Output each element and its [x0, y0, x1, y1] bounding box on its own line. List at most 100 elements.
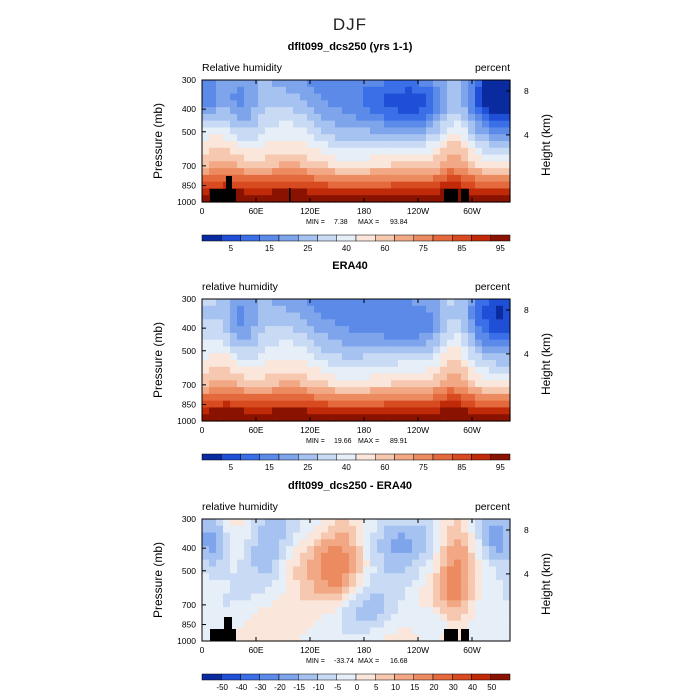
max-label: MAX =: [358, 219, 379, 226]
heatmap-cell: [482, 346, 490, 354]
heatmap-cell: [244, 387, 252, 395]
heatmap-cell: [209, 607, 217, 615]
heatmap-cell: [363, 93, 371, 101]
heatmap-cell: [412, 86, 420, 95]
heatmap-cell: [279, 299, 287, 307]
heatmap-cell: [363, 613, 371, 622]
heatmap-cell: [398, 154, 406, 162]
heatmap-cell: [272, 346, 280, 354]
heatmap-cell: [384, 174, 392, 183]
heatmap-cell: [314, 100, 322, 108]
heatmap-cell: [307, 168, 315, 176]
heatmap-cell: [314, 80, 322, 88]
heatmap-cell: [440, 299, 448, 307]
heatmap-cell: [349, 113, 357, 122]
heatmap-cell: [342, 519, 350, 527]
heatmap-cell: [279, 127, 287, 135]
heatmap-cell: [447, 100, 455, 108]
heatmap-cell: [503, 586, 511, 595]
heatmap-cell: [363, 299, 371, 307]
heatmap-cell: [440, 400, 448, 409]
heatmap-cell: [300, 174, 308, 183]
heatmap-cell: [335, 188, 343, 196]
heatmap-cell: [307, 519, 315, 527]
heatmap-cell: [237, 80, 245, 88]
heatmap-cell: [377, 127, 385, 135]
heatmap-cell: [300, 107, 308, 115]
y-tick-label: 850: [182, 400, 196, 410]
heatmap-cells: [202, 519, 511, 642]
heatmap-cell: [216, 566, 224, 574]
y-tick-label: 700: [182, 161, 196, 171]
heatmap-cell: [216, 539, 224, 547]
heatmap-cell: [272, 620, 280, 629]
heatmap-cell: [363, 360, 371, 368]
heatmap-cell: [202, 552, 210, 561]
heatmap-cell: [223, 586, 231, 595]
heatmap-cell: [293, 593, 301, 601]
heatmap-cell: [384, 566, 392, 574]
heatmap-cell: [426, 366, 434, 375]
heatmap-cell: [265, 319, 273, 327]
heatmap-cell: [230, 353, 238, 361]
heatmap-cell: [251, 373, 259, 381]
heatmap-cell: [237, 161, 245, 169]
heatmap-cell: [293, 613, 301, 622]
heatmap-cell: [349, 161, 357, 169]
heatmap-cell: [349, 80, 357, 88]
heatmap-cell: [223, 113, 231, 122]
heatmap-cell: [321, 154, 329, 162]
heatmap-cell: [342, 86, 350, 95]
variable-label: relative humidity: [202, 281, 279, 293]
heatmap-cell: [307, 539, 315, 547]
heatmap-cell: [356, 600, 364, 608]
heatmap-cell: [300, 407, 308, 415]
heatmap-cell: [314, 580, 322, 588]
heatmap-cell: [230, 407, 238, 415]
heatmap-cell: [398, 181, 406, 190]
heatmap-cell: [342, 346, 350, 354]
heatmap-cell: [230, 546, 238, 554]
heatmap-cell: [272, 80, 280, 88]
heatmap-cell: [377, 120, 385, 129]
heatmap-cell: [230, 360, 238, 368]
heatmap-cell: [454, 552, 462, 561]
heatmap-cell: [258, 353, 266, 361]
heatmap-cell: [433, 319, 441, 327]
heatmap-cell: [328, 100, 336, 108]
heatmap-cell: [223, 559, 231, 568]
heatmap-cell: [363, 174, 371, 183]
heatmap-cell: [482, 627, 490, 635]
heatmap-cell: [216, 93, 224, 101]
heatmap-cell: [377, 613, 385, 622]
heatmap-cell: [426, 147, 434, 156]
heatmap-cell: [258, 519, 266, 527]
heatmap-cell: [405, 188, 413, 196]
heatmap-cell: [223, 168, 231, 176]
heatmap-cell: [202, 319, 210, 327]
heatmap-cell: [454, 326, 462, 334]
heatmap-cell: [482, 188, 490, 196]
heatmap-cell: [328, 566, 336, 574]
heatmap-cell: [286, 380, 294, 388]
heatmap-cell: [335, 539, 343, 547]
heatmap-cell: [370, 414, 378, 422]
heatmap-cell: [202, 195, 210, 203]
heatmap-cell: [454, 93, 462, 101]
heatmap-cell: [475, 134, 483, 142]
heatmap-cell: [363, 107, 371, 115]
heatmap-cell: [433, 326, 441, 334]
heatmap-cell: [419, 525, 427, 534]
heatmap-cell: [454, 305, 462, 314]
heatmap-cell: [440, 161, 448, 169]
heatmap-cell: [321, 366, 329, 375]
heatmap-cell: [377, 387, 385, 395]
heatmap-cell: [279, 634, 287, 642]
heatmap-cell: [503, 195, 511, 203]
heatmap-cell: [426, 188, 434, 196]
heatmap-cell: [391, 195, 399, 203]
heatmap-cell: [307, 414, 315, 422]
heatmap-cell: [307, 546, 315, 554]
heatmap-cell: [461, 580, 469, 588]
heatmap-cell: [356, 380, 364, 388]
